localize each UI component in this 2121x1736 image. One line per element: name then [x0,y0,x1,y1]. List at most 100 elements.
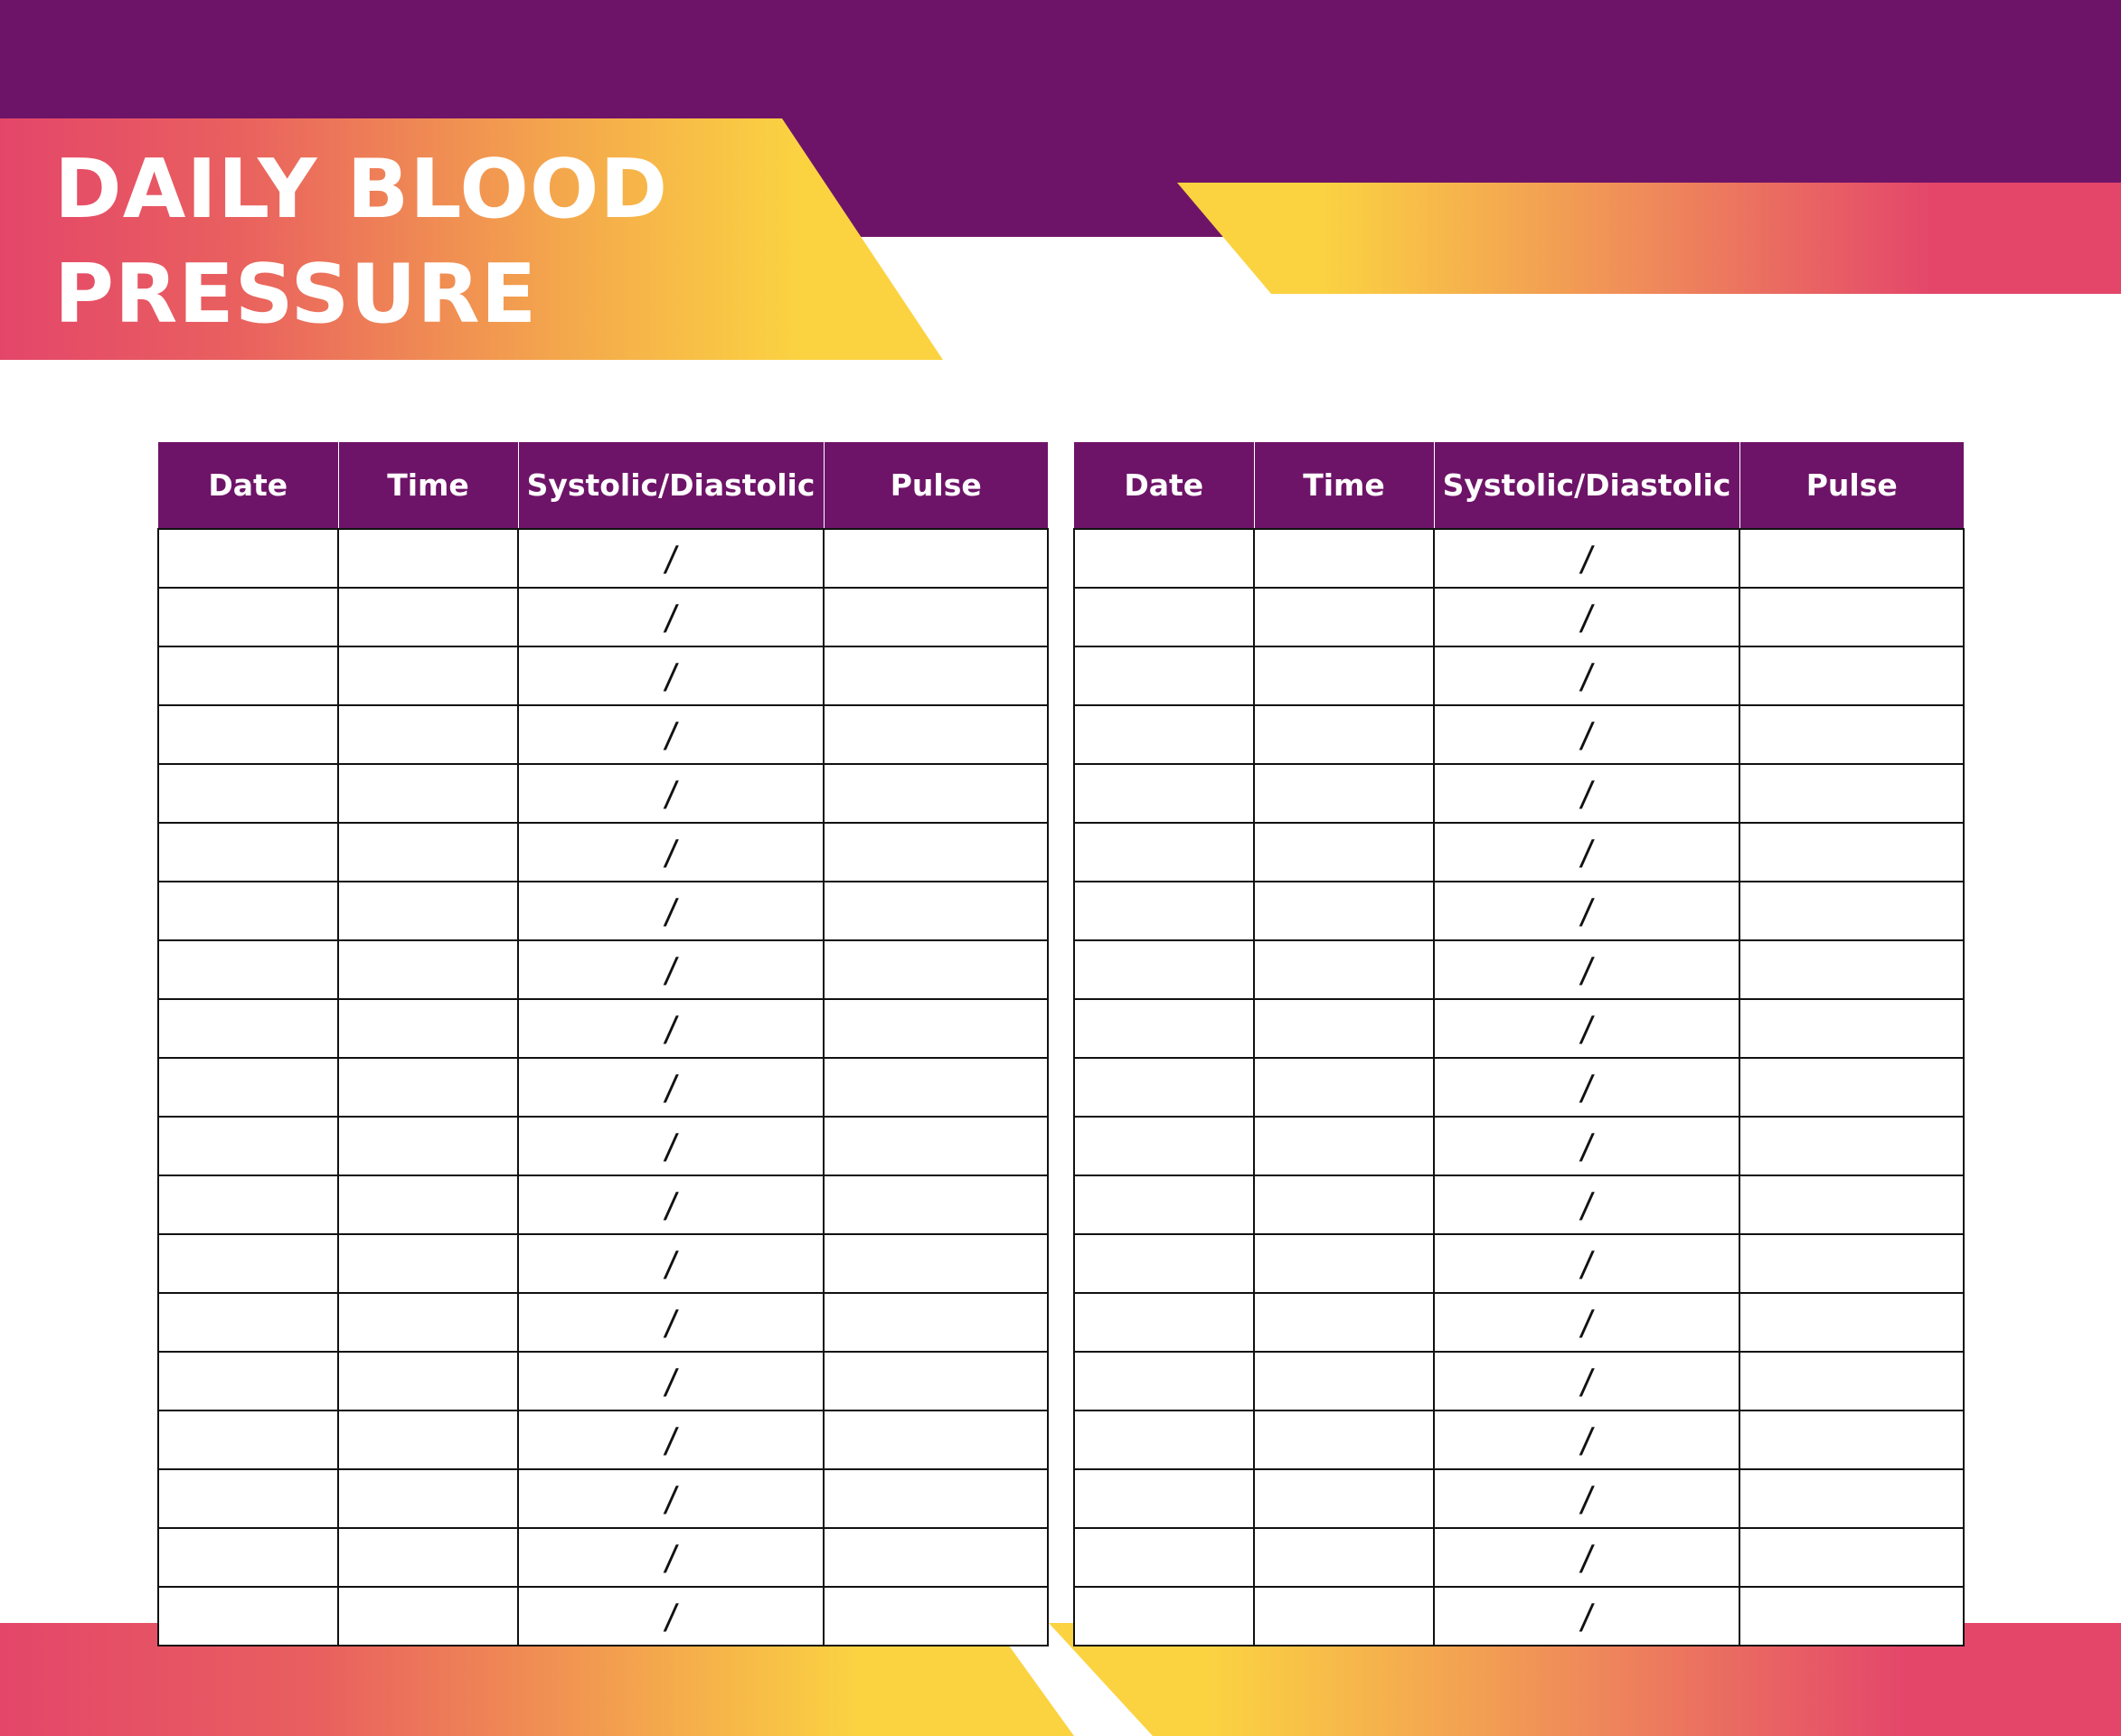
time-cell[interactable] [337,1410,519,1470]
pulse-cell[interactable] [823,881,1049,941]
systolic-diastolic-cell[interactable]: / [517,1116,825,1176]
time-cell[interactable] [1253,998,1435,1059]
date-cell[interactable] [157,1116,339,1176]
time-cell[interactable] [1253,1410,1435,1470]
time-cell[interactable] [1253,1233,1435,1294]
pulse-cell[interactable] [1739,1292,1965,1353]
date-cell[interactable] [1073,1351,1255,1411]
pulse-cell[interactable] [1739,1468,1965,1529]
systolic-diastolic-cell[interactable]: / [1433,587,1740,647]
time-cell[interactable] [1253,528,1435,589]
time-cell[interactable] [1253,587,1435,647]
systolic-diastolic-cell[interactable]: / [517,763,825,824]
systolic-diastolic-cell[interactable]: / [1433,1292,1740,1353]
pulse-cell[interactable] [823,1175,1049,1235]
date-cell[interactable] [157,587,339,647]
pulse-cell[interactable] [823,528,1049,589]
date-cell[interactable] [157,1057,339,1118]
time-cell[interactable] [337,1586,519,1646]
pulse-cell[interactable] [1739,646,1965,706]
time-cell[interactable] [337,1057,519,1118]
date-cell[interactable] [157,1586,339,1646]
time-cell[interactable] [337,939,519,1000]
systolic-diastolic-cell[interactable]: / [517,1527,825,1588]
date-cell[interactable] [1073,763,1255,824]
pulse-cell[interactable] [1739,881,1965,941]
time-cell[interactable] [1253,646,1435,706]
date-cell[interactable] [157,1292,339,1353]
systolic-diastolic-cell[interactable]: / [1433,881,1740,941]
pulse-cell[interactable] [1739,763,1965,824]
time-cell[interactable] [1253,822,1435,882]
time-cell[interactable] [1253,763,1435,824]
time-cell[interactable] [337,763,519,824]
time-cell[interactable] [337,1233,519,1294]
time-cell[interactable] [337,1116,519,1176]
date-cell[interactable] [157,881,339,941]
systolic-diastolic-cell[interactable]: / [1433,1351,1740,1411]
time-cell[interactable] [1253,1292,1435,1353]
pulse-cell[interactable] [1739,1233,1965,1294]
systolic-diastolic-cell[interactable]: / [1433,1410,1740,1470]
pulse-cell[interactable] [823,646,1049,706]
date-cell[interactable] [157,939,339,1000]
date-cell[interactable] [157,1468,339,1529]
date-cell[interactable] [1073,1527,1255,1588]
pulse-cell[interactable] [823,1057,1049,1118]
time-cell[interactable] [337,822,519,882]
date-cell[interactable] [1073,1410,1255,1470]
systolic-diastolic-cell[interactable]: / [517,1586,825,1646]
time-cell[interactable] [1253,1468,1435,1529]
date-cell[interactable] [157,1175,339,1235]
systolic-diastolic-cell[interactable]: / [517,998,825,1059]
pulse-cell[interactable] [1739,1057,1965,1118]
pulse-cell[interactable] [1739,704,1965,765]
date-cell[interactable] [1073,587,1255,647]
time-cell[interactable] [1253,1527,1435,1588]
time-cell[interactable] [337,1175,519,1235]
date-cell[interactable] [1073,1116,1255,1176]
time-cell[interactable] [1253,1057,1435,1118]
systolic-diastolic-cell[interactable]: / [517,1410,825,1470]
date-cell[interactable] [157,998,339,1059]
date-cell[interactable] [157,704,339,765]
pulse-cell[interactable] [823,1468,1049,1529]
time-cell[interactable] [337,1527,519,1588]
date-cell[interactable] [1073,1175,1255,1235]
systolic-diastolic-cell[interactable]: / [517,587,825,647]
pulse-cell[interactable] [1739,1527,1965,1588]
systolic-diastolic-cell[interactable]: / [1433,1175,1740,1235]
systolic-diastolic-cell[interactable]: / [517,1233,825,1294]
date-cell[interactable] [1073,1233,1255,1294]
date-cell[interactable] [1073,881,1255,941]
time-cell[interactable] [1253,1586,1435,1646]
pulse-cell[interactable] [823,763,1049,824]
date-cell[interactable] [157,1410,339,1470]
pulse-cell[interactable] [1739,939,1965,1000]
pulse-cell[interactable] [1739,1586,1965,1646]
time-cell[interactable] [337,1292,519,1353]
pulse-cell[interactable] [823,587,1049,647]
systolic-diastolic-cell[interactable]: / [1433,998,1740,1059]
date-cell[interactable] [1073,822,1255,882]
time-cell[interactable] [337,528,519,589]
pulse-cell[interactable] [1739,587,1965,647]
date-cell[interactable] [1073,704,1255,765]
date-cell[interactable] [157,1233,339,1294]
pulse-cell[interactable] [1739,1410,1965,1470]
time-cell[interactable] [337,1468,519,1529]
date-cell[interactable] [1073,1586,1255,1646]
date-cell[interactable] [157,763,339,824]
pulse-cell[interactable] [823,1527,1049,1588]
time-cell[interactable] [337,1351,519,1411]
systolic-diastolic-cell[interactable]: / [517,1175,825,1235]
pulse-cell[interactable] [1739,998,1965,1059]
pulse-cell[interactable] [823,939,1049,1000]
systolic-diastolic-cell[interactable]: / [1433,763,1740,824]
date-cell[interactable] [157,646,339,706]
systolic-diastolic-cell[interactable]: / [517,939,825,1000]
systolic-diastolic-cell[interactable]: / [1433,1468,1740,1529]
pulse-cell[interactable] [823,1116,1049,1176]
pulse-cell[interactable] [823,1410,1049,1470]
pulse-cell[interactable] [823,704,1049,765]
